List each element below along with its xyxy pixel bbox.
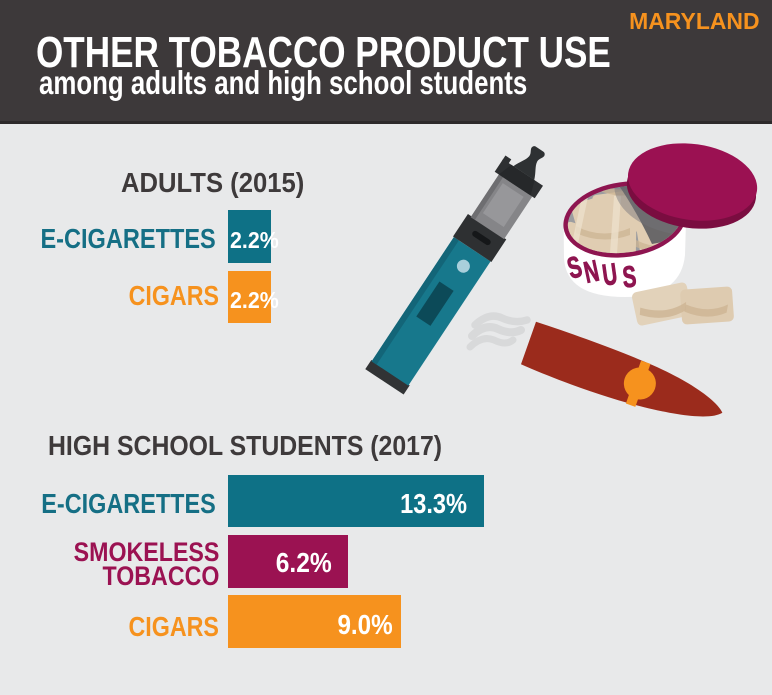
svg-text:S: S: [621, 261, 637, 295]
svg-text:U: U: [600, 258, 619, 293]
svg-text:N: N: [581, 255, 602, 290]
